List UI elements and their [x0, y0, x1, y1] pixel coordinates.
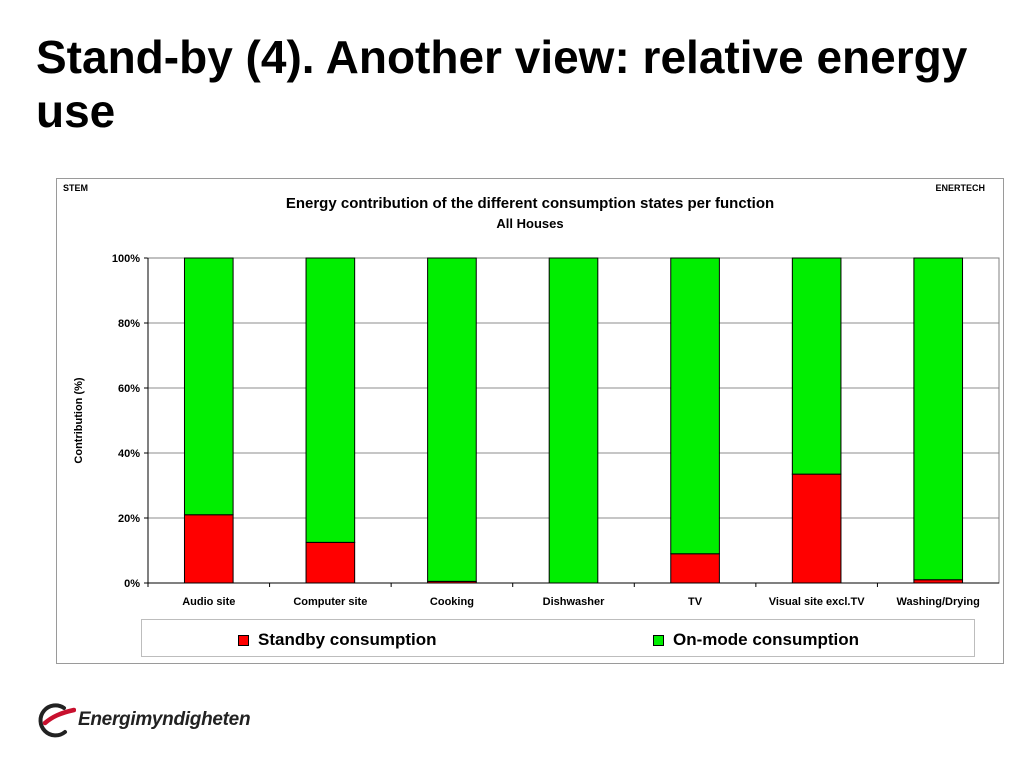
chart-author-label: ENERTECH: [935, 183, 985, 193]
bar-segment-standby: [670, 553, 720, 584]
x-tick-label: TV: [688, 596, 703, 608]
bar-segment-on-mode: [305, 257, 356, 543]
legend-swatch-standby: [238, 634, 249, 646]
bar-segment-on-mode: [548, 257, 599, 584]
bar-segment-on-mode: [183, 257, 234, 516]
legend-item-standby: Standby consumption: [238, 630, 437, 650]
y-tick-label: 80%: [118, 318, 140, 330]
chart-legend: Standby consumption On-mode consumption: [141, 619, 975, 657]
bar-segment-on-mode: [913, 257, 964, 581]
x-tick-label: Audio site: [182, 596, 235, 608]
chart-source-label: STEM: [63, 183, 89, 193]
legend-swatch-on-mode: [653, 634, 664, 646]
y-tick-label: 40%: [118, 448, 140, 460]
y-axis-label: Contribution (%): [73, 377, 85, 463]
x-tick-label: Computer site: [293, 596, 367, 608]
logo-mark-icon: [38, 703, 76, 738]
y-tick-label: 0%: [124, 578, 140, 590]
bar-segment-standby: [183, 514, 234, 584]
bar-segment-standby: [791, 473, 842, 584]
chart-title: Energy contribution of the different con…: [285, 195, 775, 212]
bar-segment-on-mode: [670, 257, 720, 555]
energimyndigheten-logo: Energimyndigheten: [34, 697, 251, 743]
y-tick-label: 60%: [118, 383, 140, 395]
y-tick-label: 20%: [118, 513, 140, 525]
chart-subtitle: All Houses: [496, 216, 564, 231]
chart-plot: 0% 20% 40% 60% 80% 100% Contribution (%) Audio …: [73, 253, 1000, 608]
legend-label-standby: Standby consumption: [258, 630, 437, 649]
bar-segment-on-mode: [791, 257, 842, 475]
chart-frame: STEM ENERTECH Energy contribution of the…: [56, 178, 1004, 664]
x-tick-label: Cooking: [430, 596, 474, 608]
x-tick-label: Washing/Drying: [897, 596, 980, 608]
bar-segment-standby: [305, 541, 356, 584]
legend-label-on-mode: On-mode consumption: [673, 630, 860, 649]
logo-text: Energimyndigheten: [78, 709, 251, 730]
y-tick-label: 100%: [112, 253, 140, 265]
legend-item-on-mode: On-mode consumption: [653, 630, 859, 650]
slide-title: Stand-by (4). Another view: relative ene…: [36, 31, 968, 137]
bar-segment-on-mode: [427, 257, 477, 582]
x-tick-label: Visual site excl.TV: [769, 596, 865, 608]
x-tick-label: Dishwasher: [543, 596, 605, 608]
